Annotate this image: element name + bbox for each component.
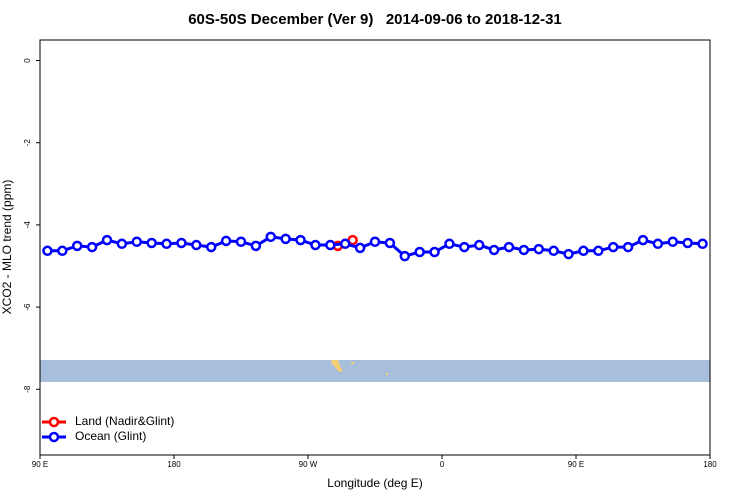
data-point (682, 237, 693, 249)
y-tick-label: -4 (23, 221, 32, 229)
data-point (161, 238, 172, 250)
x-axis-label: Longitude (deg E) (327, 476, 422, 490)
data-point (503, 241, 515, 253)
x-tick-label: 180 (167, 460, 181, 469)
data-point (652, 238, 664, 250)
data-point (697, 238, 708, 250)
data-point (235, 236, 247, 247)
data-point (339, 238, 351, 250)
data-point (146, 237, 157, 249)
x-tick-label: 0 (440, 460, 445, 469)
chart-title: 60S-50S December (Ver 9) 2014-09-06 to 2… (188, 11, 562, 28)
data-point (295, 234, 306, 246)
data-point (667, 236, 679, 247)
data-point (429, 246, 440, 258)
data-point (593, 245, 604, 257)
data-point (384, 237, 396, 249)
x-tick-label: 90 W (299, 460, 318, 469)
data-point (607, 241, 619, 253)
data-point (57, 245, 68, 257)
data-point (310, 239, 321, 251)
data-point (42, 245, 53, 257)
data-point (250, 240, 262, 252)
y-tick-label: -6 (23, 303, 32, 311)
data-point (414, 246, 425, 258)
data-point (533, 243, 545, 255)
data-point (280, 233, 291, 245)
y-tick-label: 0 (23, 58, 32, 63)
data-point (101, 234, 113, 246)
data-point (518, 244, 530, 256)
y-tick-label: -8 (23, 385, 32, 393)
data-point (578, 245, 589, 257)
data-point (548, 245, 559, 257)
map-land (386, 373, 388, 375)
map-land (331, 360, 343, 372)
data-point (71, 240, 83, 252)
y-tick-label: -2 (23, 139, 32, 147)
data-point (131, 236, 143, 247)
data-point (622, 241, 634, 253)
x-tick-label: 180 (703, 460, 717, 469)
legend-label: Land (Nadir&Glint) (75, 414, 174, 428)
legend-label: Ocean (Glint) (75, 429, 146, 443)
data-point (563, 248, 574, 260)
x-tick-label: 90 E (32, 460, 48, 469)
map-strip (40, 360, 710, 382)
data-point (325, 239, 336, 251)
data-point (444, 238, 455, 250)
data-point (354, 242, 366, 254)
data-point (488, 244, 500, 256)
map-land (351, 362, 354, 364)
legend-marker (48, 431, 60, 443)
data-point (369, 236, 381, 247)
data-point (220, 235, 232, 247)
y-axis-label: XCO2 - MLO trend (ppm) (0, 180, 14, 315)
data-point (86, 241, 98, 253)
data-point (176, 237, 187, 249)
data-point (191, 239, 202, 251)
data-point (399, 250, 411, 262)
data-point (116, 238, 128, 250)
plot-frame (39, 39, 711, 456)
data-point (459, 241, 470, 253)
data-point (637, 234, 649, 246)
data-point (265, 231, 277, 243)
data-point (473, 239, 485, 251)
data-point (205, 241, 217, 253)
legend-marker (48, 416, 60, 428)
x-tick-label: 90 E (568, 460, 584, 469)
